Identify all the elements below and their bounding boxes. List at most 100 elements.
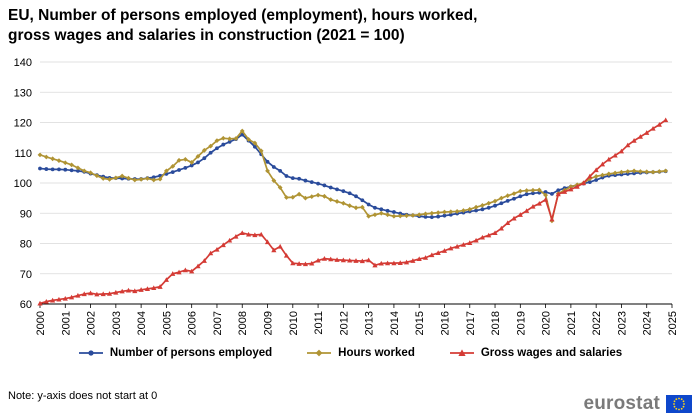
point-hours-worked-4	[62, 160, 68, 166]
legend-label-employed: Number of persons employed	[109, 347, 273, 359]
point-gross-wages-and-salaries-89	[599, 161, 606, 167]
point-number-of-persons-employed-54	[379, 207, 384, 212]
point-gross-wages-and-salaries-98	[656, 122, 662, 127]
point-number-of-persons-employed-61	[423, 214, 428, 219]
point-gross-wages-and-salaries-11	[106, 291, 113, 296]
point-hours-worked-71	[486, 200, 492, 206]
point-hours-worked-35	[258, 148, 264, 154]
point-number-of-persons-employed-2	[50, 167, 55, 172]
point-number-of-persons-employed-63	[436, 214, 441, 219]
point-number-of-persons-employed-29	[221, 142, 226, 147]
eurostat-logo: eurostat	[583, 393, 660, 414]
point-hours-worked-20	[164, 168, 169, 174]
point-hours-worked-24	[189, 160, 195, 165]
legend-label-hours: Hours worked	[338, 347, 415, 359]
point-number-of-persons-employed-76	[518, 194, 523, 199]
point-gross-wages-and-salaries-43	[309, 260, 315, 266]
x-tick-label-2016: 2016	[439, 311, 451, 335]
point-gross-wages-and-salaries-32	[239, 230, 245, 235]
point-gross-wages-and-salaries-95	[637, 134, 643, 139]
x-tick-label-2019: 2019	[515, 311, 527, 335]
point-gross-wages-and-salaries-93	[625, 142, 631, 148]
point-gross-wages-and-salaries-87	[587, 173, 593, 179]
point-hours-worked-38	[277, 185, 283, 190]
y-tick-label-60: 60	[20, 299, 32, 311]
point-hours-worked-0	[37, 152, 43, 158]
point-number-of-persons-employed-24	[189, 163, 194, 168]
point-number-of-persons-employed-69	[474, 208, 478, 213]
legend-label-wages: Gross wages and salaries	[480, 347, 623, 359]
point-gross-wages-and-salaries-48	[340, 257, 346, 263]
point-hours-worked-63	[435, 210, 441, 216]
point-hours-worked-73	[498, 195, 504, 201]
point-gross-wages-and-salaries-42	[302, 261, 309, 267]
point-hours-worked-9	[94, 173, 100, 179]
point-gross-wages-and-salaries-49	[347, 257, 353, 263]
point-hours-worked-7	[81, 168, 87, 174]
point-number-of-persons-employed-42	[303, 178, 308, 183]
point-gross-wages-and-salaries-67	[460, 242, 467, 247]
point-hours-worked-40	[290, 194, 296, 200]
chart-title: EU, Number of persons employed (employme…	[8, 6, 628, 46]
x-tick-label-2005: 2005	[161, 311, 173, 335]
point-gross-wages-and-salaries-22	[176, 269, 182, 275]
point-number-of-persons-employed-52	[366, 202, 371, 207]
point-number-of-persons-employed-4	[63, 167, 68, 172]
point-number-of-persons-employed-93	[625, 172, 630, 176]
point-number-of-persons-employed-27	[208, 150, 213, 155]
point-hours-worked-14	[126, 175, 131, 181]
point-hours-worked-33	[246, 137, 251, 142]
point-hours-worked-39	[284, 195, 289, 200]
point-gross-wages-and-salaries-16	[138, 287, 144, 292]
point-hours-worked-68	[467, 206, 473, 212]
legend-swatch-wages	[449, 349, 474, 356]
point-gross-wages-and-salaries-68	[467, 240, 473, 245]
point-gross-wages-and-salaries-29	[220, 242, 226, 248]
point-hours-worked-76	[517, 188, 523, 194]
point-number-of-persons-employed-38	[278, 169, 283, 173]
point-number-of-persons-employed-62	[429, 215, 434, 220]
point-hours-worked-95	[638, 169, 643, 174]
x-tick-label-2010: 2010	[288, 311, 300, 335]
point-number-of-persons-employed-72	[493, 203, 497, 208]
chart-title-line-2: gross wages and salaries in construction…	[8, 27, 405, 44]
point-hours-worked-11	[107, 176, 112, 182]
point-number-of-persons-employed-73	[499, 201, 504, 206]
point-gross-wages-and-salaries-61	[422, 255, 429, 260]
y-tick-label-120: 120	[14, 118, 32, 130]
point-gross-wages-and-salaries-41	[296, 261, 302, 266]
point-hours-worked-97	[650, 169, 656, 175]
point-hours-worked-70	[480, 202, 485, 208]
point-hours-worked-13	[119, 173, 125, 179]
point-gross-wages-and-salaries-47	[334, 257, 340, 262]
point-gross-wages-and-salaries-53	[372, 262, 378, 268]
point-gross-wages-and-salaries-24	[189, 268, 195, 274]
point-number-of-persons-employed-48	[341, 189, 346, 194]
x-tick-label-2022: 2022	[591, 311, 603, 335]
point-hours-worked-59	[410, 212, 416, 218]
point-gross-wages-and-salaries-39	[283, 253, 290, 258]
point-hours-worked-74	[505, 193, 511, 199]
point-gross-wages-and-salaries-65	[448, 245, 454, 251]
point-number-of-persons-employed-53	[373, 205, 377, 210]
point-gross-wages-and-salaries-10	[100, 291, 106, 297]
point-gross-wages-and-salaries-51	[359, 258, 365, 264]
point-gross-wages-and-salaries-82	[555, 191, 561, 197]
point-gross-wages-and-salaries-96	[644, 130, 650, 135]
point-gross-wages-and-salaries-92	[618, 148, 625, 154]
point-hours-worked-88	[593, 173, 599, 179]
point-gross-wages-and-salaries-99	[663, 117, 669, 123]
point-gross-wages-and-salaries-46	[328, 256, 334, 262]
point-number-of-persons-employed-46	[328, 185, 333, 190]
x-tick-label-2007: 2007	[212, 311, 224, 335]
point-number-of-persons-employed-45	[322, 183, 327, 188]
chart-legend: Number of persons employed Hours worked …	[0, 347, 700, 359]
point-number-of-persons-employed-74	[505, 198, 510, 203]
point-hours-worked-62	[429, 210, 435, 216]
point-hours-worked-55	[385, 212, 390, 218]
point-hours-worked-2	[50, 156, 56, 162]
point-hours-worked-89	[600, 172, 605, 178]
point-gross-wages-and-salaries-18	[151, 285, 157, 291]
point-hours-worked-36	[265, 168, 270, 174]
point-hours-worked-10	[100, 176, 106, 181]
